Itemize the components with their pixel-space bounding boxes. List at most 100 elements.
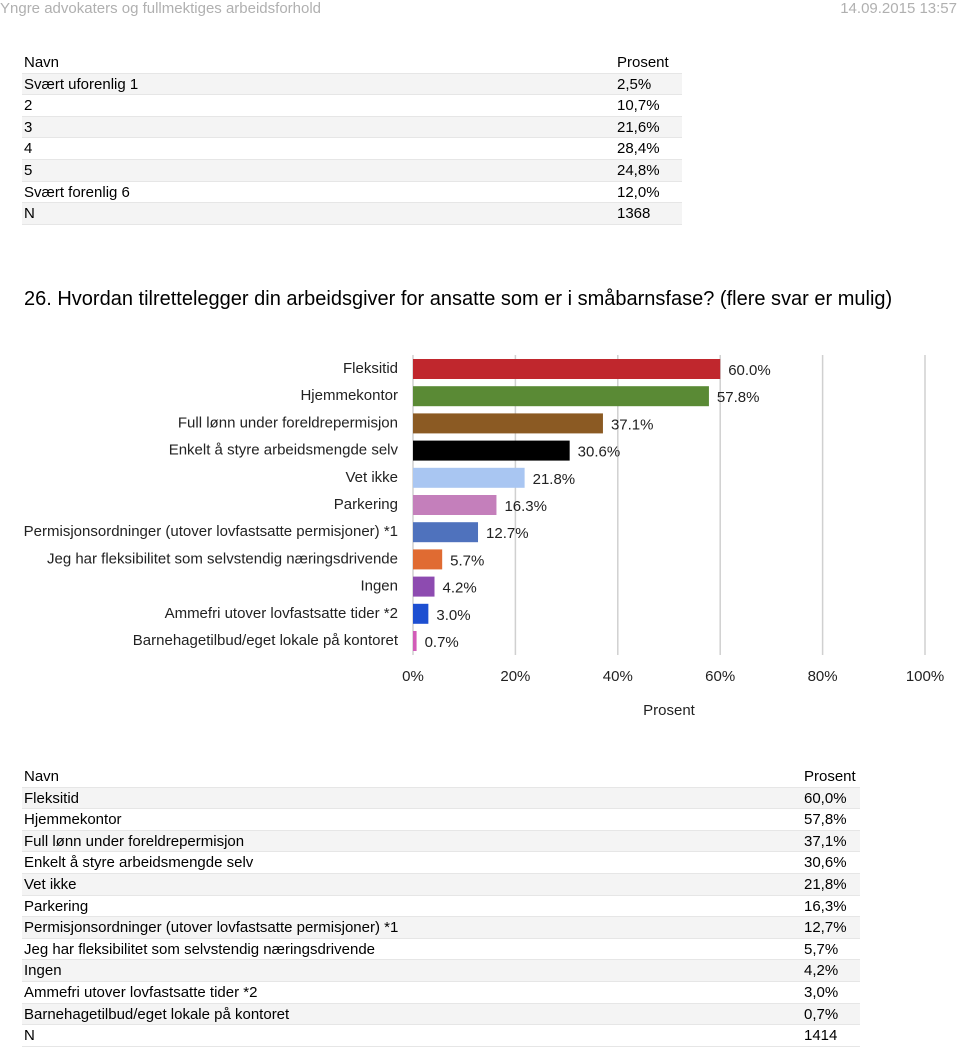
cell: Jeg har fleksibilitet som selvstendig næ… — [24, 940, 376, 958]
bar — [413, 631, 417, 651]
data-label: 5.7% — [450, 552, 484, 569]
y-tick-label: Fleksitid — [343, 360, 398, 377]
table-row: 3 21,6% — [22, 116, 682, 139]
cell: 4,2% — [804, 962, 839, 980]
cell: 1414 — [804, 1027, 838, 1045]
cell: 60,0% — [804, 789, 847, 807]
cell: 30,6% — [804, 854, 847, 872]
cell: Svært uforenlig 1 — [24, 75, 139, 93]
bar — [413, 522, 479, 543]
cell: Svært forenlig 6 — [24, 183, 130, 201]
x-tick-label: 100% — [906, 668, 944, 685]
question: 26. Hvordan tilrettelegger din arbeidsgi… — [24, 288, 893, 310]
cell: 3,0% — [804, 984, 839, 1001]
cell: 1368 — [617, 205, 651, 223]
cell: Hjemmekontor — [24, 811, 122, 829]
table-row: Full lønn under foreldrepermisjon 37,1% — [22, 830, 860, 853]
data-label: 0.7% — [425, 634, 459, 651]
cell: N — [24, 205, 35, 223]
cell: 5,7% — [804, 940, 839, 958]
table-row: Enkelt å styre arbeidsmengde selv 30,6% — [22, 852, 860, 874]
bar — [413, 413, 603, 434]
cell: Enkelt å styre arbeidsmengde selv — [24, 854, 254, 872]
cell: 21,8% — [804, 876, 847, 893]
header-date: 14.09.2015 13:57 — [840, 0, 957, 17]
chart: Prosent 0% 20% 40% 60% 80% 100% Fleksitid 60.0%… — [24, 355, 944, 719]
column-header: Prosent — [804, 768, 856, 785]
cell: Full lønn under foreldrepermisjon — [24, 832, 245, 850]
cell: 0,7% — [804, 1005, 839, 1023]
table-row: Jeg har fleksibilitet som selvstendig næ… — [22, 939, 860, 961]
table-row: Parkering 16,3% — [22, 896, 860, 918]
table-row: Permisjonsordninger (utover lovfastsatte… — [22, 917, 860, 939]
bar — [413, 549, 443, 570]
y-tick-label: Ingen — [360, 578, 398, 595]
cell: 57,8% — [804, 811, 847, 829]
data-label: 60.0% — [728, 362, 771, 379]
y-tick-label: Jeg har fleksibilitet som selvstendig næ… — [47, 550, 398, 567]
column-header: Navn — [24, 54, 60, 71]
cell: Barnehagetilbud/eget lokale på kontoret — [24, 1005, 290, 1023]
cell: Parkering — [24, 897, 89, 915]
cell: 12,0% — [617, 183, 660, 201]
x-axis-label: Prosent — [643, 702, 696, 719]
data-label: 4.2% — [443, 580, 477, 597]
bar — [413, 467, 525, 488]
data-label: 37.1% — [611, 416, 654, 433]
cell: Fleksitid — [24, 789, 80, 807]
x-tick-label: 20% — [500, 668, 530, 685]
data-label: 57.8% — [717, 389, 760, 406]
table-row: Svært uforenlig 1 2,5% — [22, 73, 682, 96]
table-row: Ammefri utover lovfastsatte tider *2 3,0% — [22, 982, 860, 1004]
table-row: 2 10,7% — [22, 95, 682, 117]
bar — [413, 603, 429, 624]
y-tick-label: Barnehagetilbud/eget lokale på kontoret — [133, 632, 399, 649]
column-header: Prosent — [617, 54, 669, 71]
cell: 24,8% — [617, 162, 660, 179]
table-row: Svært forenlig 6 12,0% — [22, 182, 682, 204]
bar — [413, 440, 570, 461]
data-label: 16.3% — [504, 498, 547, 515]
y-tick-label: Vet ikke — [345, 469, 398, 486]
x-tick-label: 40% — [603, 668, 633, 685]
data-label: 12.7% — [486, 525, 529, 542]
cell: 3 — [24, 118, 33, 136]
table-header: Navn Prosent — [22, 52, 682, 74]
data-label: 3.0% — [436, 607, 470, 624]
x-tick-label: 60% — [705, 668, 735, 685]
table-row: Hjemmekontor 57,8% — [22, 809, 860, 831]
cell: 4 — [24, 140, 33, 158]
cell: Ingen — [24, 962, 62, 980]
column-header: Navn — [24, 768, 60, 785]
table-row: N 1368 — [22, 203, 682, 225]
x-tick-label: 80% — [808, 668, 838, 685]
cell: 12,7% — [804, 919, 847, 937]
table-row: 4 28,4% — [22, 138, 682, 160]
cell: Permisjonsordninger (utover lovfastsatte… — [24, 919, 399, 937]
cell: Vet ikke — [24, 876, 77, 893]
y-tick-label: Enkelt å styre arbeidsmengde selv — [169, 442, 399, 459]
bar — [413, 576, 435, 597]
cell: N — [24, 1027, 35, 1045]
cell: 37,1% — [804, 832, 847, 850]
table-row: 5 24,8% — [22, 160, 682, 182]
table-header: Navn Prosent — [22, 766, 860, 788]
cell: Ammefri utover lovfastsatte tider *2 — [24, 984, 258, 1001]
data-label: 21.8% — [533, 471, 576, 488]
cell: 16,3% — [804, 897, 847, 915]
cell: 21,6% — [617, 118, 660, 136]
y-tick-label: Ammefri utover lovfastsatte tider *2 — [165, 605, 398, 622]
cell: 10,7% — [617, 97, 660, 115]
cell: 2,5% — [617, 75, 652, 93]
table-row: Vet ikke 21,8% — [22, 874, 860, 896]
cell: 28,4% — [617, 140, 660, 158]
bar — [413, 495, 497, 515]
x-tick-label: 0% — [402, 668, 424, 685]
y-tick-label: Hjemmekontor — [300, 387, 398, 404]
table-row: Fleksitid 60,0% — [22, 787, 860, 810]
y-tick-label: Permisjonsordninger (utover lovfastsatte… — [24, 523, 398, 540]
bar — [413, 386, 709, 407]
header-title: Yngre advokaters og fullmektiges arbeids… — [0, 0, 322, 17]
table-row: N 1414 — [22, 1025, 860, 1047]
